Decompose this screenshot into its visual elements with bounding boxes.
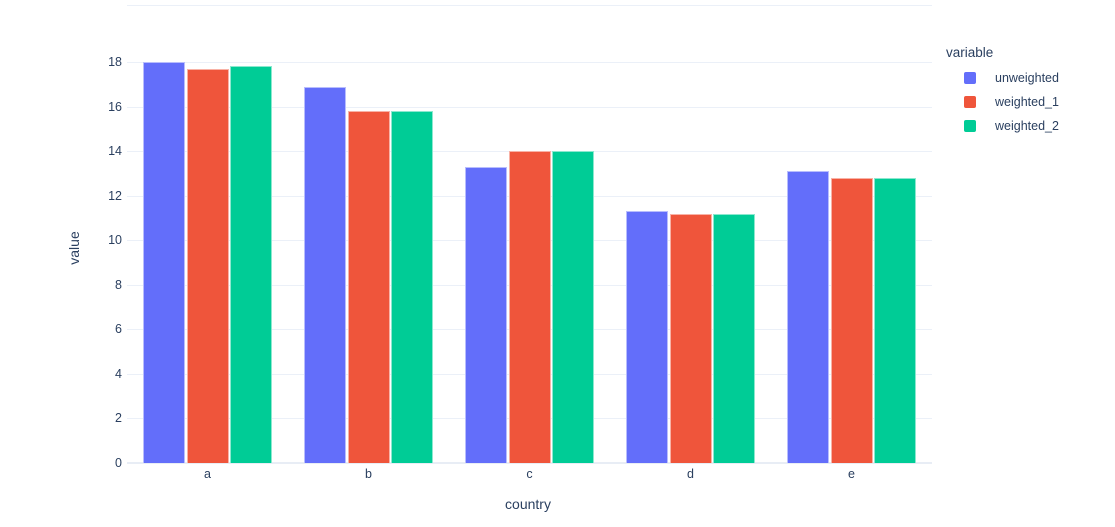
y-axis-title: value [66,231,82,265]
y-tick-label-14: 14 [108,144,122,159]
bar-weighted_2-c[interactable] [551,151,594,463]
bar-unweighted-e[interactable] [787,171,830,463]
bar-weighted_1-a[interactable] [186,68,229,463]
bar-weighted_1-d[interactable] [669,213,712,463]
gridline-y-16 [127,106,932,108]
y-tick-label-4: 4 [115,366,122,381]
gridline-y-18 [127,62,932,63]
bar-weighted_2-d[interactable] [712,213,755,463]
legend-item-label: unweighted [995,71,1059,85]
plot-area [127,5,932,464]
y-tick-label-0: 0 [115,456,122,470]
bar-unweighted-c[interactable] [465,166,508,463]
bar-unweighted-a[interactable] [143,62,186,463]
legend: variable unweighted weighted_1 weighted_2 [946,45,1059,138]
y-tick-label-8: 8 [115,277,122,292]
y-tick-label-16: 16 [108,99,122,114]
x-tick-label-b: b [365,467,372,481]
legend-items: unweighted weighted_1 weighted_2 [946,66,1059,138]
x-tick-label-a: a [204,467,211,481]
bar-weighted_1-e[interactable] [830,177,873,463]
y-tick-label-6: 6 [115,322,122,337]
legend-swatch-weighted_2 [964,120,976,132]
legend-title: variable [946,45,994,60]
x-tick-label-d: d [687,467,694,481]
bar-weighted_2-e[interactable] [873,177,916,463]
y-tick-label-18: 18 [108,55,122,69]
legend-item-weighted_2[interactable]: weighted_2 [946,114,1059,138]
bar-weighted_1-c[interactable] [508,151,551,463]
bar-unweighted-b[interactable] [304,86,347,463]
legend-item-label: weighted_2 [995,119,1059,133]
bar-weighted_2-a[interactable] [229,66,272,463]
legend-item-unweighted[interactable]: unweighted [946,66,1059,90]
y-tick-label-12: 12 [108,188,122,203]
y-tick-label-10: 10 [108,233,122,248]
legend-item-label: weighted_1 [995,95,1059,109]
x-axis-line [127,462,932,464]
plot-top-gridline [127,5,932,6]
legend-swatch-unweighted [964,72,976,84]
bar-unweighted-d[interactable] [626,211,669,463]
x-axis-title: country [505,496,551,512]
bar-weighted_1-b[interactable] [347,111,390,463]
legend-swatch-weighted_1 [964,96,976,108]
bar-weighted_2-b[interactable] [390,111,433,463]
x-tick-label-c: c [526,467,533,481]
x-tick-label-e: e [848,467,855,481]
y-tick-label-2: 2 [115,411,122,426]
legend-item-weighted_1[interactable]: weighted_1 [946,90,1059,114]
